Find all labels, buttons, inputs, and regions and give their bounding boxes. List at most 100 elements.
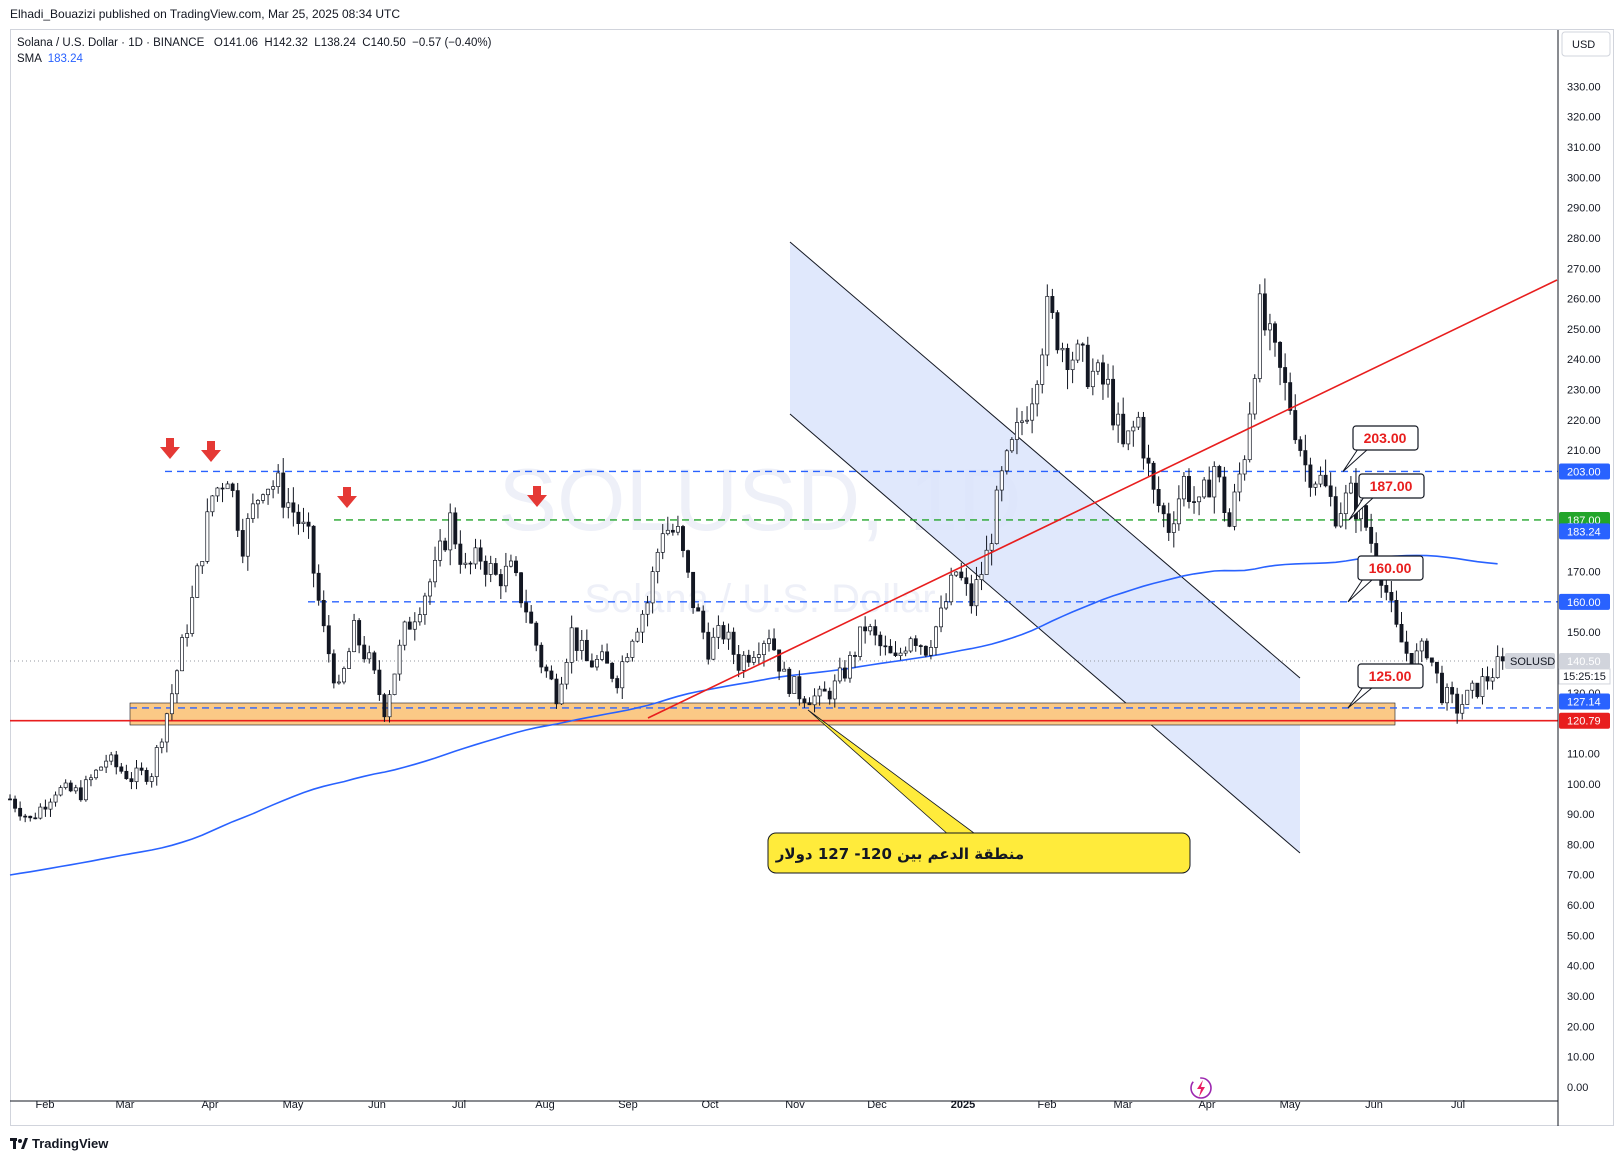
price-tag bbox=[1559, 463, 1610, 480]
candle-body bbox=[584, 639, 589, 662]
candle-body bbox=[286, 502, 291, 508]
candle-body bbox=[534, 622, 539, 646]
candle-body bbox=[923, 645, 928, 656]
price-axis[interactable]: 0.00 10.00 20.00 30.00 40.00 50.00 60.00 70.00 8… bbox=[1567, 81, 1601, 1094]
candle-body bbox=[402, 621, 407, 646]
candle-body bbox=[1384, 585, 1389, 593]
x-tick-label: Dec bbox=[867, 1099, 887, 1111]
candle-body bbox=[13, 798, 18, 809]
candle-body bbox=[1455, 693, 1460, 714]
arrow-down-icon bbox=[160, 438, 180, 459]
chart-frame[interactable] bbox=[10, 29, 1614, 1126]
candle-body bbox=[934, 626, 938, 648]
x-tick-label: Oct bbox=[701, 1099, 718, 1111]
candle-body bbox=[600, 651, 604, 660]
candle-body bbox=[478, 547, 483, 562]
candle-body bbox=[311, 525, 316, 574]
x-tick-label: 2025 bbox=[951, 1099, 975, 1111]
candle-body bbox=[1262, 293, 1267, 331]
candle-body bbox=[1389, 591, 1394, 601]
y-tick-label: 60.00 bbox=[1567, 900, 1595, 912]
x-tick-label: Jul bbox=[1451, 1099, 1465, 1111]
candle-body bbox=[124, 770, 129, 780]
candle-body bbox=[1106, 378, 1110, 385]
candle-body bbox=[777, 649, 782, 672]
candle-body bbox=[250, 503, 255, 519]
x-tick-label: May bbox=[283, 1099, 304, 1111]
candle-body bbox=[483, 560, 488, 575]
candle-body bbox=[605, 651, 610, 664]
y-tick-label: 260.00 bbox=[1567, 294, 1601, 306]
tradingview-logo-icon bbox=[10, 1137, 28, 1150]
candle-body bbox=[1020, 420, 1024, 423]
candle-body bbox=[1227, 512, 1232, 527]
time-axis[interactable]: Feb Mar Apr May Jun Jul Aug Sep Oct Nov Dec 2025 Feb… bbox=[36, 1099, 1466, 1111]
candle-body bbox=[1419, 640, 1424, 652]
candle-body bbox=[261, 494, 265, 501]
candle-body bbox=[134, 767, 139, 783]
candle-body bbox=[417, 614, 422, 623]
callout-label: 160.00 bbox=[1369, 560, 1412, 576]
candle-body bbox=[58, 787, 63, 796]
lightning-icon-bolt bbox=[1197, 1080, 1205, 1097]
candle-body bbox=[1465, 689, 1470, 705]
callout-label: 203.00 bbox=[1364, 430, 1407, 446]
currency-button[interactable] bbox=[1561, 31, 1611, 57]
candle-body bbox=[660, 533, 665, 553]
candle-body bbox=[1495, 656, 1500, 678]
candle-body bbox=[503, 565, 508, 587]
candle-body bbox=[994, 489, 999, 545]
candle-body bbox=[291, 502, 296, 513]
countdown-tag bbox=[1558, 668, 1611, 685]
candle-body bbox=[1475, 682, 1480, 697]
candle-body bbox=[539, 644, 544, 668]
candle-body bbox=[893, 652, 898, 656]
candle-body bbox=[281, 472, 286, 508]
candle-body bbox=[944, 601, 949, 609]
candle-body bbox=[1202, 479, 1207, 498]
y-tick-label: 50.00 bbox=[1567, 930, 1595, 942]
candle-body bbox=[448, 512, 453, 551]
candle-body bbox=[169, 693, 174, 715]
candle-body bbox=[620, 661, 625, 689]
candle-body bbox=[159, 741, 164, 748]
candle-body bbox=[220, 487, 225, 490]
candle-body bbox=[711, 636, 716, 660]
legend-o-label: O bbox=[213, 37, 223, 49]
candle-body bbox=[154, 747, 159, 778]
candle-body bbox=[498, 574, 503, 587]
candle-body bbox=[296, 511, 301, 524]
candle-body bbox=[721, 625, 726, 640]
candle-body bbox=[1045, 296, 1050, 356]
candle-body bbox=[640, 613, 645, 633]
candle-body bbox=[848, 655, 852, 679]
candle-body bbox=[832, 680, 837, 700]
candle-body bbox=[266, 488, 271, 496]
price-tag-label: 127.14 bbox=[1567, 696, 1601, 708]
candle-body bbox=[1252, 378, 1257, 415]
candle-body bbox=[23, 815, 28, 818]
legend-change: −0.57 (−0.40%) bbox=[412, 37, 492, 49]
candle-body bbox=[245, 518, 250, 557]
candle-body bbox=[387, 694, 392, 718]
candle-body bbox=[1333, 496, 1338, 527]
candle-body bbox=[928, 647, 933, 656]
candle-body bbox=[1116, 413, 1121, 426]
candle-body bbox=[1323, 474, 1328, 487]
candle-body bbox=[564, 662, 569, 685]
candle-body bbox=[939, 607, 943, 628]
candle-body bbox=[1242, 459, 1247, 475]
lightning-icon[interactable] bbox=[1190, 1077, 1212, 1099]
candle-body bbox=[873, 626, 878, 636]
candle-body bbox=[1303, 450, 1308, 466]
candle-body bbox=[569, 627, 574, 663]
price-tags: 203.00187.00183.24160.00140.50127.14120.… bbox=[1505, 463, 1611, 729]
candle-body bbox=[1222, 476, 1227, 514]
y-tick-label: 240.00 bbox=[1567, 354, 1601, 366]
candle-body bbox=[741, 654, 746, 671]
candle-body bbox=[1136, 416, 1141, 428]
candle-body bbox=[524, 602, 529, 613]
candle-body bbox=[382, 694, 387, 718]
candle-body bbox=[1111, 378, 1116, 426]
